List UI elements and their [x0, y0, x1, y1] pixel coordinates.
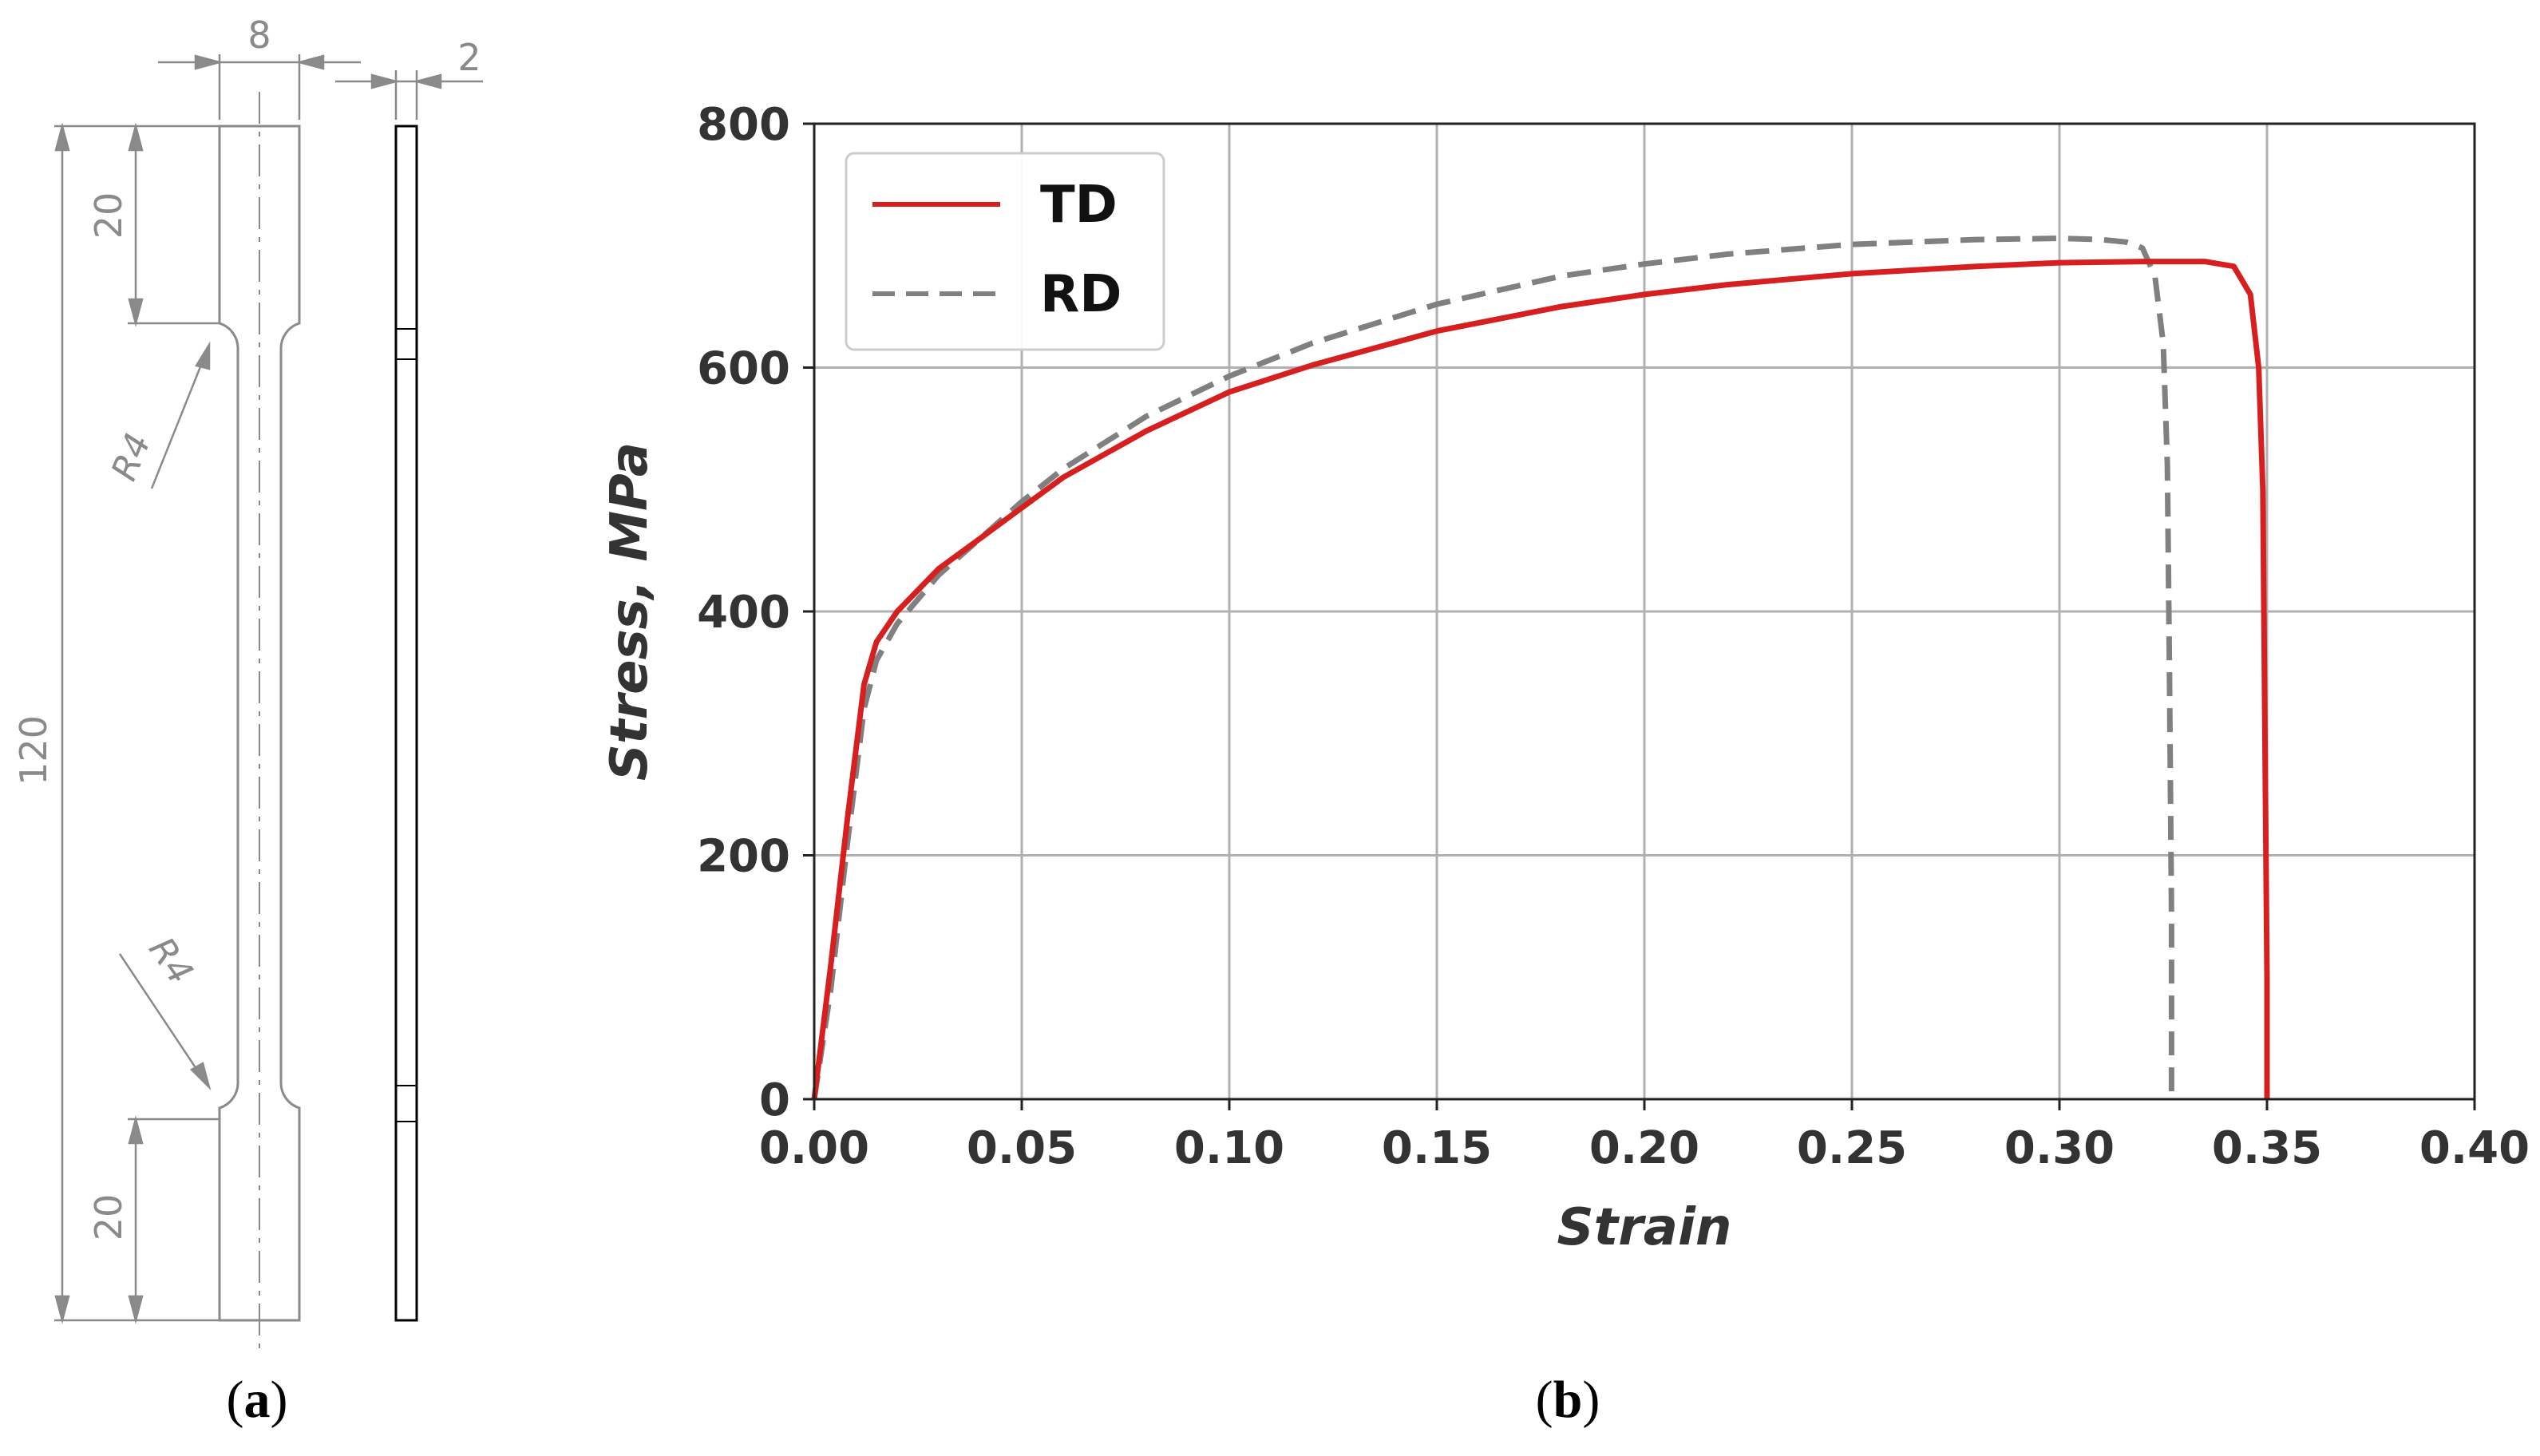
- y-tick-label: 800: [697, 99, 790, 151]
- panel-label-b: (b): [1536, 1371, 1600, 1429]
- panel-label-a: (a): [227, 1371, 288, 1429]
- side-view-outline: [394, 125, 418, 1322]
- legend-label-td: TD: [1040, 176, 1118, 235]
- series-line-rd: [811, 235, 2174, 1100]
- x-tick-label: 0.25: [1797, 1122, 1907, 1174]
- x-tick-label: 0.10: [1174, 1122, 1284, 1174]
- radius-leader-top: [150, 341, 211, 489]
- y-tick-label: 200: [697, 831, 790, 883]
- x-tick-label: 0.30: [2004, 1122, 2115, 1174]
- specimen-drawing: 8 2 120 20: [12, 14, 483, 1429]
- specimen-outline: [218, 125, 301, 1322]
- x-tick-label: 0.35: [2212, 1122, 2322, 1174]
- dimension-grip-top: [128, 122, 220, 327]
- radius-leader-bottom: [118, 953, 212, 1091]
- x-axis-ticks: 0.00 0.05 0.10 0.15 0.20 0.25 0.30 0.35 0.40: [759, 1099, 2530, 1174]
- x-tick-label: 0.05: [967, 1122, 1077, 1174]
- x-tick-label: 0.15: [1382, 1122, 1492, 1174]
- dimension-grip-top-label: 20: [87, 192, 130, 239]
- dimension-thickness-label: 2: [457, 36, 481, 79]
- radius-label-top: R4: [104, 428, 159, 486]
- x-axis-title: Strain: [1557, 1198, 1732, 1257]
- y-tick-label: 600: [697, 343, 790, 395]
- dimension-grip-bottom-label: 20: [87, 1194, 130, 1241]
- series-line-td: [811, 259, 2270, 1100]
- y-axis-title: Stress, MPa: [600, 442, 659, 781]
- chart-legend: TD RD: [845, 152, 1165, 351]
- x-tick-label: 0.20: [1589, 1122, 1699, 1174]
- x-tick-label: 0.00: [759, 1122, 869, 1174]
- stress-strain-chart: 0.00 0.05 0.10 0.15 0.20 0.25 0.30 0.35 0.40 0 20…: [600, 99, 2530, 1429]
- dimension-width-label: 8: [247, 14, 271, 57]
- x-tick-label: 0.40: [2419, 1122, 2530, 1174]
- y-tick-label: 400: [697, 587, 790, 639]
- dimension-length: [54, 122, 220, 1324]
- y-axis-ticks: 0 200 400 600 800: [697, 99, 814, 1126]
- radius-label-bottom: R4: [140, 930, 200, 991]
- chart-series: [811, 235, 2270, 1100]
- dimension-thickness: [335, 70, 483, 120]
- dimension-width: [158, 54, 361, 120]
- y-tick-label: 0: [759, 1074, 790, 1126]
- dimension-grip-bottom: [128, 1115, 220, 1324]
- legend-label-rd: RD: [1040, 265, 1122, 324]
- dimension-length-label: 120: [12, 715, 55, 785]
